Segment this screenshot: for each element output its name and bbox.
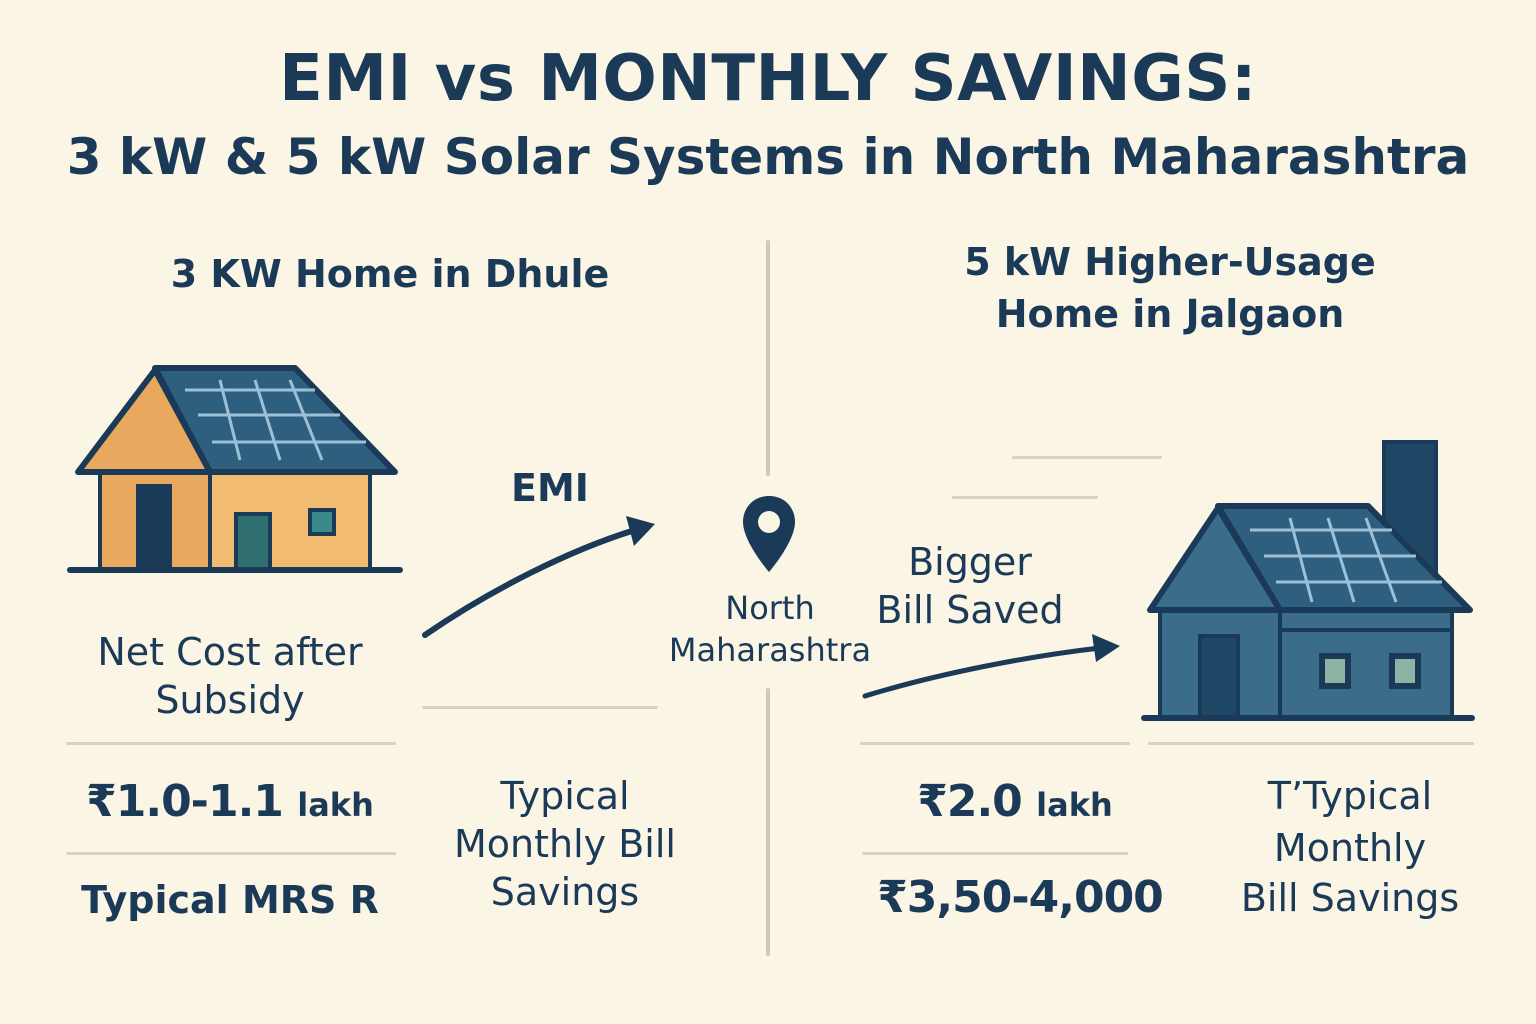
bigger-bill-label-line2: Bill Saved [876, 588, 1064, 632]
emi-arrow-label: EMI [511, 466, 589, 510]
right-cost-value: ₹2.0 lakh [860, 776, 1170, 827]
bigger-bill-label-line1: Bigger [908, 540, 1032, 584]
center-divider-bottom [766, 688, 770, 956]
right-savings-label-line3: Bill Savings [1240, 876, 1460, 920]
house-3kw-icon [67, 365, 403, 573]
savings-arrow-icon [862, 634, 1120, 699]
net-cost-label-line1: Net Cost after [97, 630, 363, 674]
right-savings-label-line1: T’Typical [1267, 774, 1433, 818]
right-decor-line-2 [952, 496, 1098, 499]
right-decor-line-1 [1012, 456, 1162, 459]
right-divider-3 [862, 852, 1128, 855]
right-cost-unit: lakh [1036, 786, 1113, 824]
right-divider-2 [1148, 742, 1474, 745]
right-heading-line2: Home in Jalgaon [995, 292, 1345, 336]
right-heading-line1: 5 kW Higher-Usage [964, 240, 1376, 284]
left-cost-amount: ₹1.0-1.1 [86, 776, 284, 827]
left-emi-label: Typical MRS R [81, 878, 379, 922]
middle-left-divider [422, 706, 658, 709]
location-label-line1: North [725, 589, 815, 627]
left-savings-label-line3: Savings [490, 870, 640, 914]
left-divider-1 [66, 742, 396, 745]
left-heading: 3 KW Home in Dhule [170, 252, 610, 296]
map-pin-icon [743, 496, 795, 572]
emi-arrow-icon [422, 516, 655, 638]
left-savings-label-line2: Monthly Bill [454, 822, 676, 866]
right-divider-1 [860, 742, 1130, 745]
left-divider-2 [66, 852, 396, 855]
right-emi-value: ₹3,50-4,000 [877, 872, 1164, 923]
location-label-line2: Maharashtra [668, 631, 872, 669]
right-savings-label-line2: Monthly [1273, 826, 1427, 870]
net-cost-label-line2: Subsidy [155, 678, 305, 722]
left-savings-label-line1: Typical [500, 774, 630, 818]
center-divider-top [766, 240, 770, 476]
page-subtitle: 3 kW & 5 kW Solar Systems in North Mahar… [66, 128, 1470, 186]
page-title: EMI vs MONTHLY SAVINGS: [279, 42, 1257, 116]
left-cost-value: ₹1.0-1.1 lakh [60, 776, 400, 827]
right-cost-amount: ₹2.0 [917, 776, 1023, 827]
house-5kw-icon [1141, 440, 1475, 721]
left-cost-unit: lakh [297, 786, 374, 824]
